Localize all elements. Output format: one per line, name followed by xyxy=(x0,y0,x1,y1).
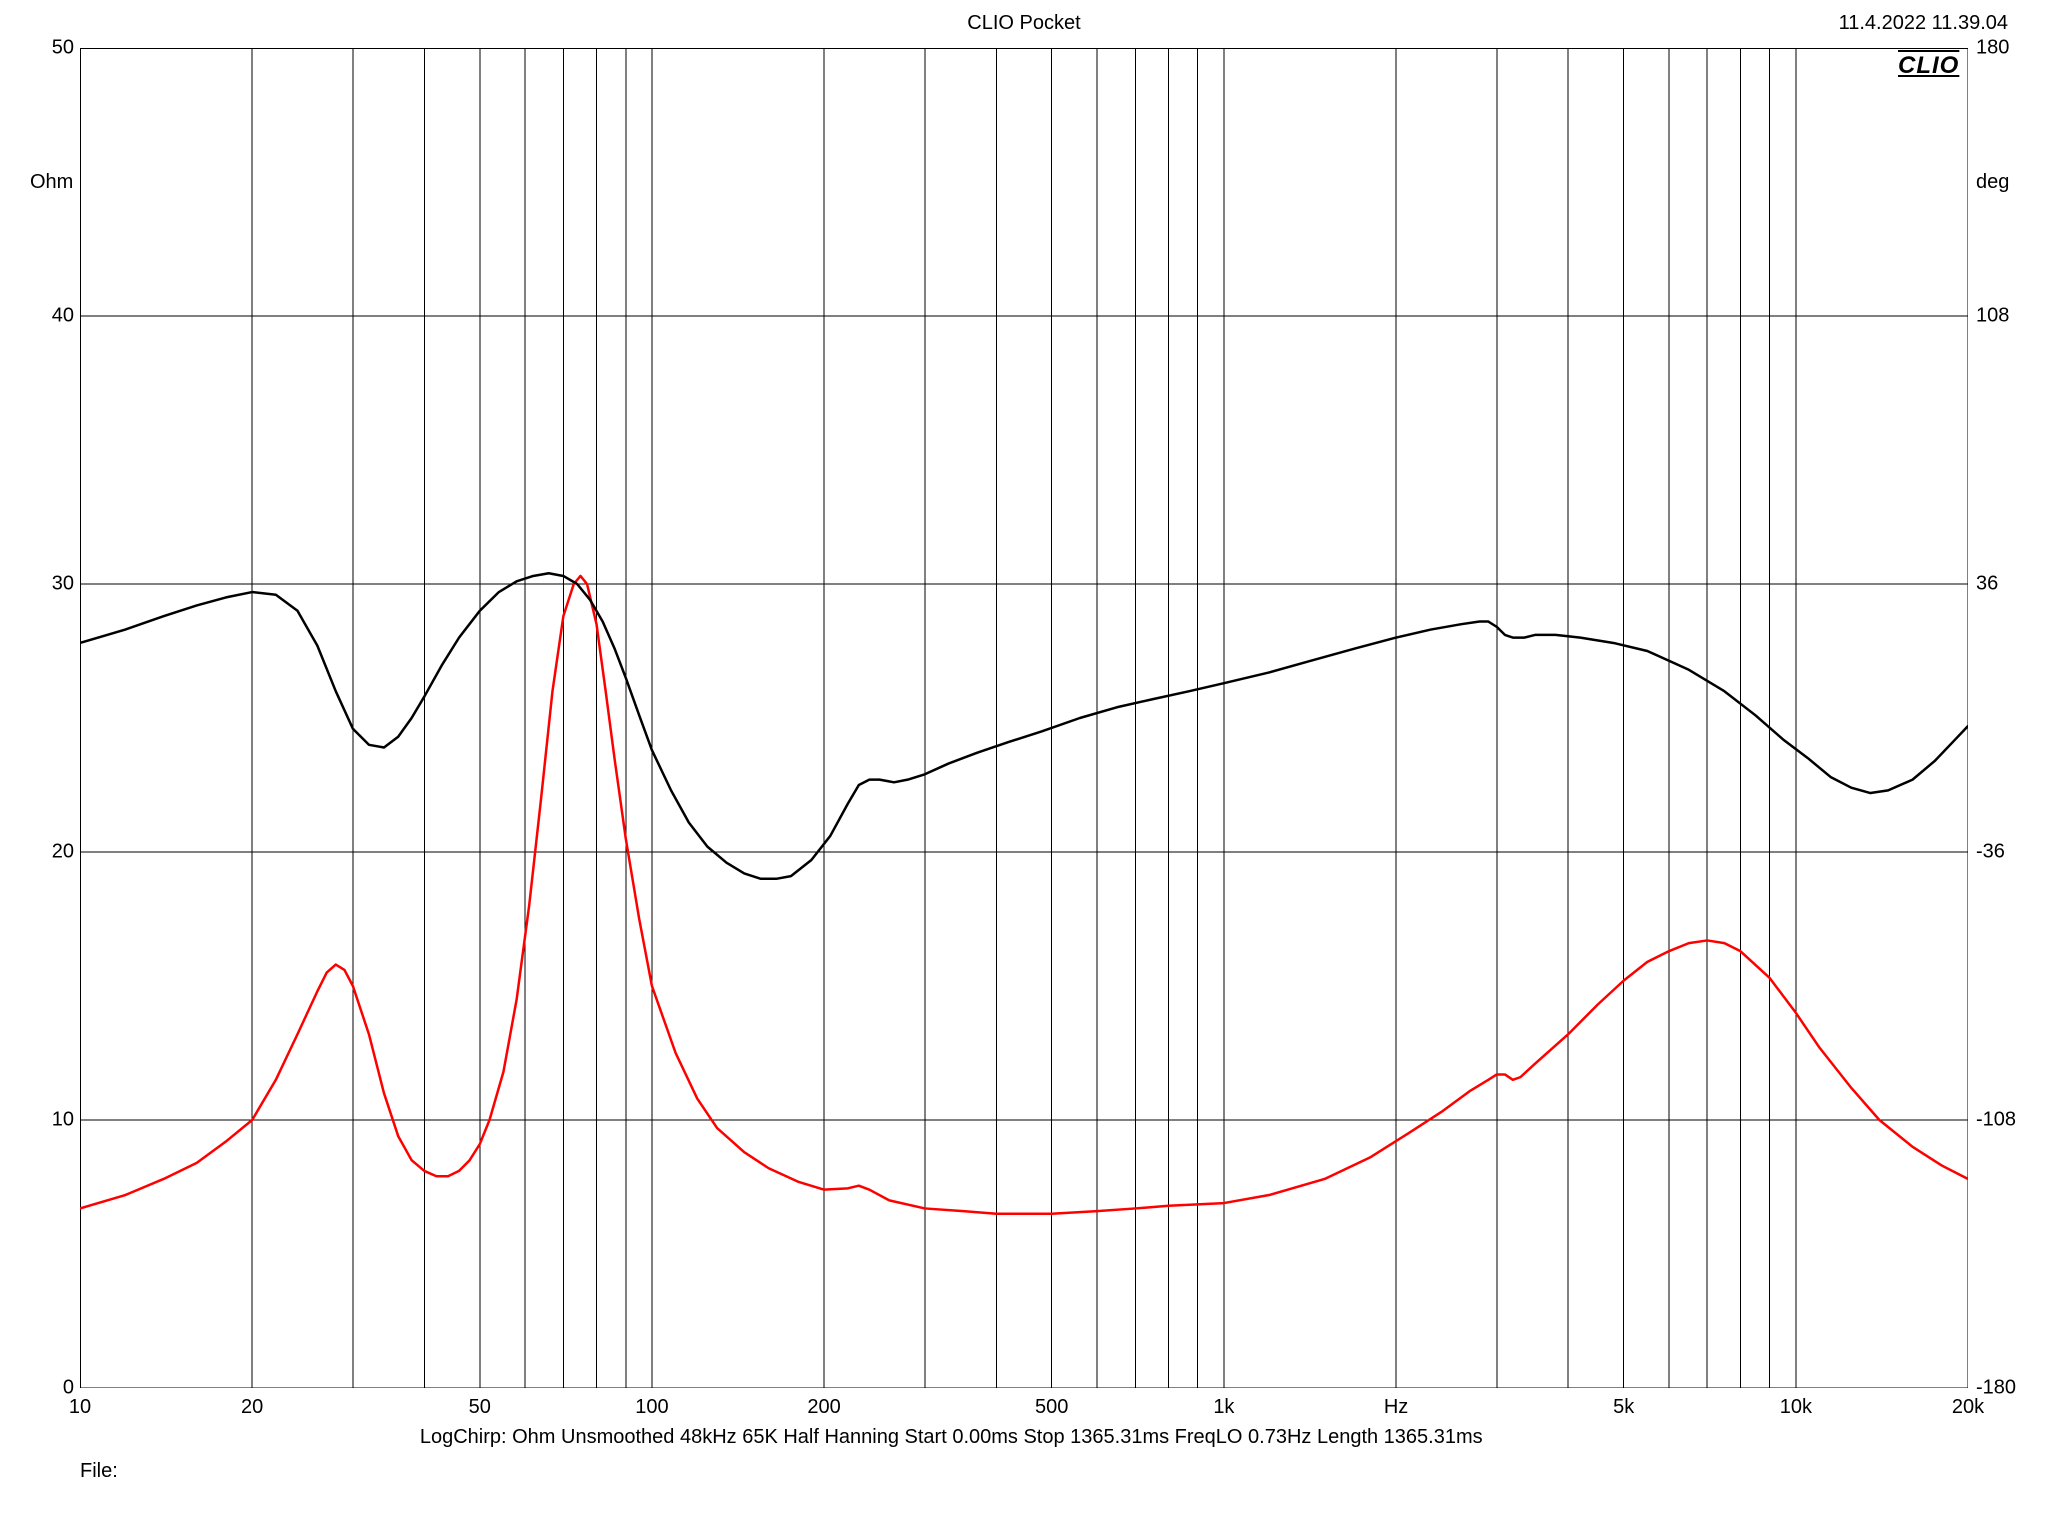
watermark: CLIO xyxy=(1896,52,1961,80)
x-tick-label: 10k xyxy=(1780,1396,1812,1419)
series-impedance xyxy=(80,576,1968,1214)
y-right-unit: deg xyxy=(1976,171,2009,194)
chart-container: CLIO Pocket 11.4.2022 11.39.04 LogChirp:… xyxy=(0,0,2048,1536)
series-phase xyxy=(80,573,1968,879)
x-tick-label: 5k xyxy=(1613,1396,1634,1419)
y-right-tick-label: 108 xyxy=(1976,305,2009,328)
x-tick-label: 50 xyxy=(469,1396,491,1419)
y-left-tick-label: 30 xyxy=(30,573,74,596)
chart-timestamp: 11.4.2022 11.39.04 xyxy=(1839,12,2008,35)
y-right-tick-label: -36 xyxy=(1976,841,2005,864)
x-tick-label: 10 xyxy=(69,1396,91,1419)
chart-svg xyxy=(80,48,1968,1388)
y-right-tick-label: 36 xyxy=(1976,573,1998,596)
y-left-tick-label: 40 xyxy=(30,305,74,328)
y-left-unit: Ohm xyxy=(30,171,73,194)
x-tick-label: 500 xyxy=(1035,1396,1068,1419)
y-left-tick-label: 20 xyxy=(30,841,74,864)
plot-area xyxy=(80,48,1968,1388)
x-tick-label: 20k xyxy=(1952,1396,1984,1419)
file-label: File: xyxy=(80,1460,118,1483)
y-left-tick-label: 50 xyxy=(30,37,74,60)
x-tick-label: 1k xyxy=(1213,1396,1234,1419)
y-right-tick-label: 180 xyxy=(1976,37,2009,60)
chart-title: CLIO Pocket xyxy=(0,12,2048,35)
measurement-info: LogChirp: Ohm Unsmoothed 48kHz 65K Half … xyxy=(420,1426,1483,1449)
y-left-tick-label: 0 xyxy=(30,1377,74,1400)
y-left-tick-label: 10 xyxy=(30,1109,74,1132)
y-right-tick-label: -108 xyxy=(1976,1109,2016,1132)
x-tick-label: 200 xyxy=(807,1396,840,1419)
x-tick-label: Hz xyxy=(1384,1396,1408,1419)
x-tick-label: 100 xyxy=(635,1396,668,1419)
x-tick-label: 20 xyxy=(241,1396,263,1419)
